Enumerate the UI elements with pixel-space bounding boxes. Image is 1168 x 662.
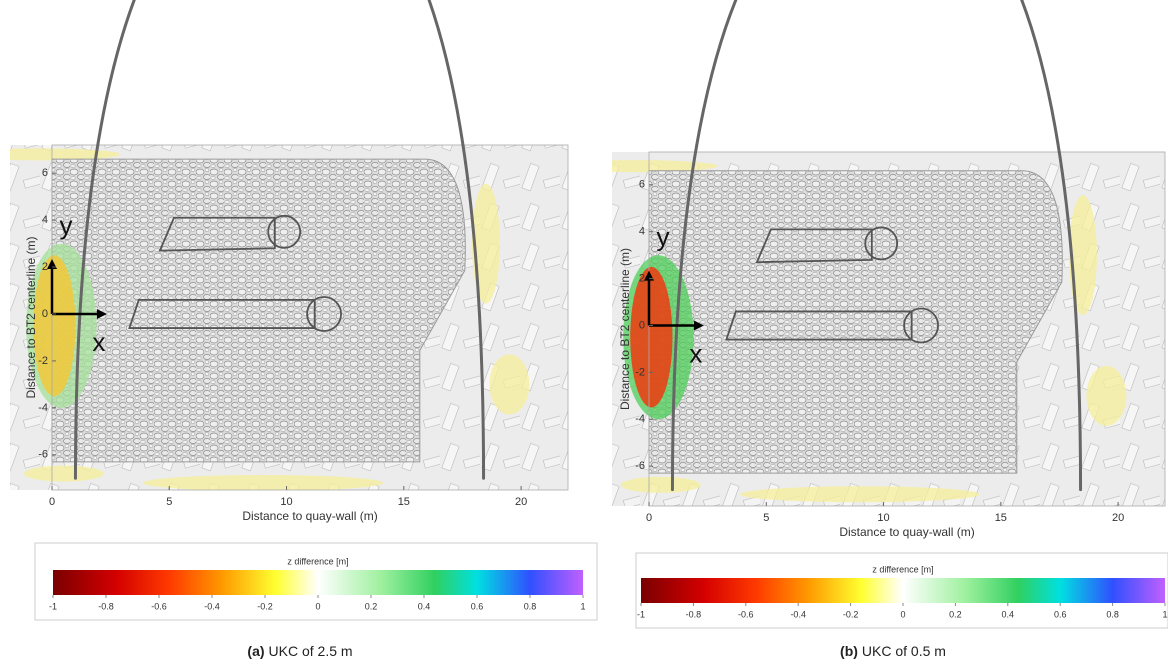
y-axis-arrow-label: y <box>60 210 73 240</box>
y-tick-label: 6 <box>639 179 645 191</box>
caption: (a) UKC of 2.5 m <box>247 643 352 659</box>
colorbar-tick-label: 0.4 <box>1002 609 1015 619</box>
patch <box>489 354 529 414</box>
colorbar-tick-label: 0.6 <box>471 601 484 611</box>
colorbar: z difference [m] -1 -0.8 -0.6 -0.4 -0.2 0 0.2 0.… <box>636 553 1168 628</box>
y-tick-label: -4 <box>38 402 48 414</box>
patch <box>24 466 104 482</box>
y-tick-label: -4 <box>635 413 645 425</box>
x-tick-label: 15 <box>995 512 1007 524</box>
caption: (b)UKC of 0.5 m <box>840 643 946 659</box>
y-tick-label: -6 <box>38 449 48 461</box>
caption-label: (a) <box>247 643 264 659</box>
rock-berm <box>52 159 465 462</box>
rock-berm <box>649 171 1062 473</box>
x-tick-label: 0 <box>646 512 652 524</box>
colorbar-tick-label: -1 <box>637 609 645 619</box>
x-axis-arrow-label: x <box>92 327 105 357</box>
caption-text: UKC of 2.5 m <box>269 643 353 659</box>
colorbar-tick-label: -0.8 <box>98 601 114 611</box>
colorbar-tick-label: 0.2 <box>949 609 962 619</box>
x-axis-label: Distance to quay-wall (m) <box>242 509 377 523</box>
colorbar-tick-label: -0.4 <box>790 609 806 619</box>
colorbar-tick-label: 0.6 <box>1054 609 1067 619</box>
colorbar-tick-label: -1 <box>49 601 57 611</box>
colorbar-tick-label: -0.8 <box>686 609 702 619</box>
colorbar-tick-label: 0 <box>900 609 905 619</box>
colorbar-tick-label: 0.4 <box>418 601 431 611</box>
x-tick-label: 5 <box>763 512 769 524</box>
colorbar: z difference [m] -1 -0.8 -0.6 -0.4 -0.2 0 0.2 0.… <box>35 543 597 620</box>
colorbar-tick-label: 0 <box>315 601 320 611</box>
colorbar-tick-label: -0.2 <box>843 609 859 619</box>
patch <box>1069 195 1097 315</box>
colorbar-tick-label: 0.2 <box>365 601 378 611</box>
y-tick-label: 4 <box>42 214 48 226</box>
x-tick-label: 5 <box>166 496 172 508</box>
colorbar-gradient <box>53 570 583 595</box>
y-tick-label: 0 <box>42 308 48 320</box>
colorbar-tick-label: 0.8 <box>1106 609 1119 619</box>
y-axis-arrow-label: y <box>657 222 670 252</box>
colorbar-tick-label: -0.6 <box>738 609 754 619</box>
caption-text: UKC of 0.5 m <box>862 643 946 659</box>
x-tick-label: 20 <box>515 496 527 508</box>
figure: xy05101520-6-4-20246Distance to quay-wal… <box>0 0 1168 662</box>
patch <box>1086 366 1126 426</box>
colorbar-tick-label: -0.2 <box>257 601 273 611</box>
patch <box>472 184 500 304</box>
y-tick-label: -2 <box>635 366 645 378</box>
scour <box>630 267 672 408</box>
patch <box>740 486 980 502</box>
colorbar-tick-label: 0.8 <box>524 601 537 611</box>
x-axis-arrow-label: x <box>689 338 702 368</box>
x-tick-label: 0 <box>49 496 55 508</box>
patch <box>621 477 701 493</box>
x-tick-label: 15 <box>398 496 410 508</box>
x-tick-label: 20 <box>1112 512 1124 524</box>
scour <box>33 255 75 396</box>
y-axis-label: Distance to BT2 centerline (m) <box>24 236 38 398</box>
y-tick-label: 4 <box>639 226 645 238</box>
colorbar-title: z difference [m] <box>872 564 933 574</box>
x-tick-label: 10 <box>280 496 292 508</box>
x-tick-label: 10 <box>877 512 889 524</box>
colorbar-tick-label: -0.4 <box>204 601 220 611</box>
y-tick-label: 2 <box>42 261 48 273</box>
colorbar-tick-label: 1 <box>580 601 585 611</box>
caption-label: (b) <box>840 643 858 659</box>
patch <box>143 475 383 491</box>
colorbar-gradient <box>641 578 1165 603</box>
survey-image <box>557 152 1165 506</box>
y-tick-label: 2 <box>639 273 645 285</box>
y-axis-label: Distance to BT2 centerline (m) <box>618 248 632 410</box>
y-tick-label: -2 <box>38 355 48 367</box>
y-tick-label: 0 <box>639 319 645 331</box>
colorbar-title: z difference [m] <box>287 556 348 566</box>
colorbar-tick-label: -0.6 <box>151 601 167 611</box>
x-axis-label: Distance to quay-wall (m) <box>839 525 974 539</box>
colorbar-tick-label: 1 <box>1162 609 1167 619</box>
y-tick-label: -6 <box>635 460 645 472</box>
y-tick-label: 6 <box>42 167 48 179</box>
